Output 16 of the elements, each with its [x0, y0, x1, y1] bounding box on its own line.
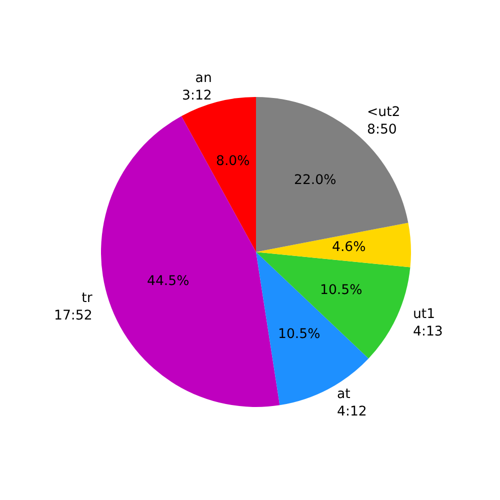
pie-slice [256, 97, 408, 252]
data-label: 4.6% [332, 240, 366, 255]
data-label: 44.5% [147, 274, 190, 289]
data-label: 22.0% [294, 173, 336, 188]
data-label: 10.5% [278, 327, 320, 342]
slice-label: <ut2 8:50 [367, 105, 400, 138]
slice-label: tr 17:52 [54, 291, 93, 324]
pie-slice [256, 252, 410, 359]
pie-slice [101, 116, 280, 407]
data-label: 10.5% [320, 283, 362, 298]
slice-label: ut1 4:13 [413, 307, 443, 340]
pie-slice [256, 252, 369, 406]
slice-label: an 3:12 [182, 71, 212, 104]
slice-label: at 4:12 [337, 387, 367, 420]
pie-slice [256, 222, 411, 268]
data-label: 8.0% [216, 154, 250, 169]
